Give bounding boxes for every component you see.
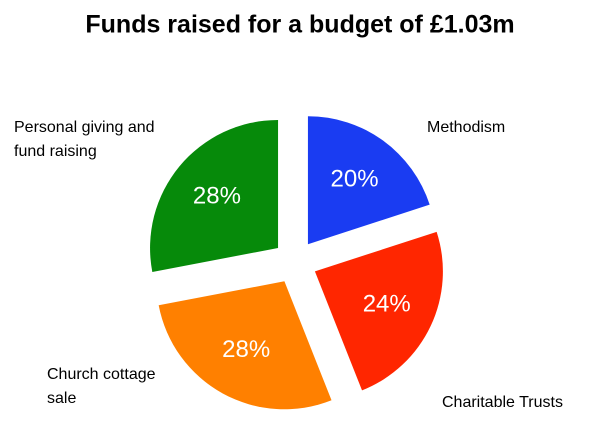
value-label: 24%: [363, 291, 411, 318]
pie-slice: [158, 281, 332, 410]
pie-slice: [307, 116, 430, 245]
category-label: Methodism: [427, 119, 506, 136]
value-label: 28%: [193, 183, 241, 210]
value-label: 28%: [222, 336, 270, 363]
category-label: Charitable Trusts: [442, 394, 563, 411]
pie-slice: [150, 119, 279, 272]
pie-slice: [314, 231, 443, 391]
value-label: 20%: [331, 165, 379, 192]
category-label: Church cottage sale: [47, 366, 156, 407]
chart-title: Funds raised for a budget of £1.03m: [85, 11, 514, 39]
category-label: Personal giving and fund raising: [14, 119, 155, 160]
